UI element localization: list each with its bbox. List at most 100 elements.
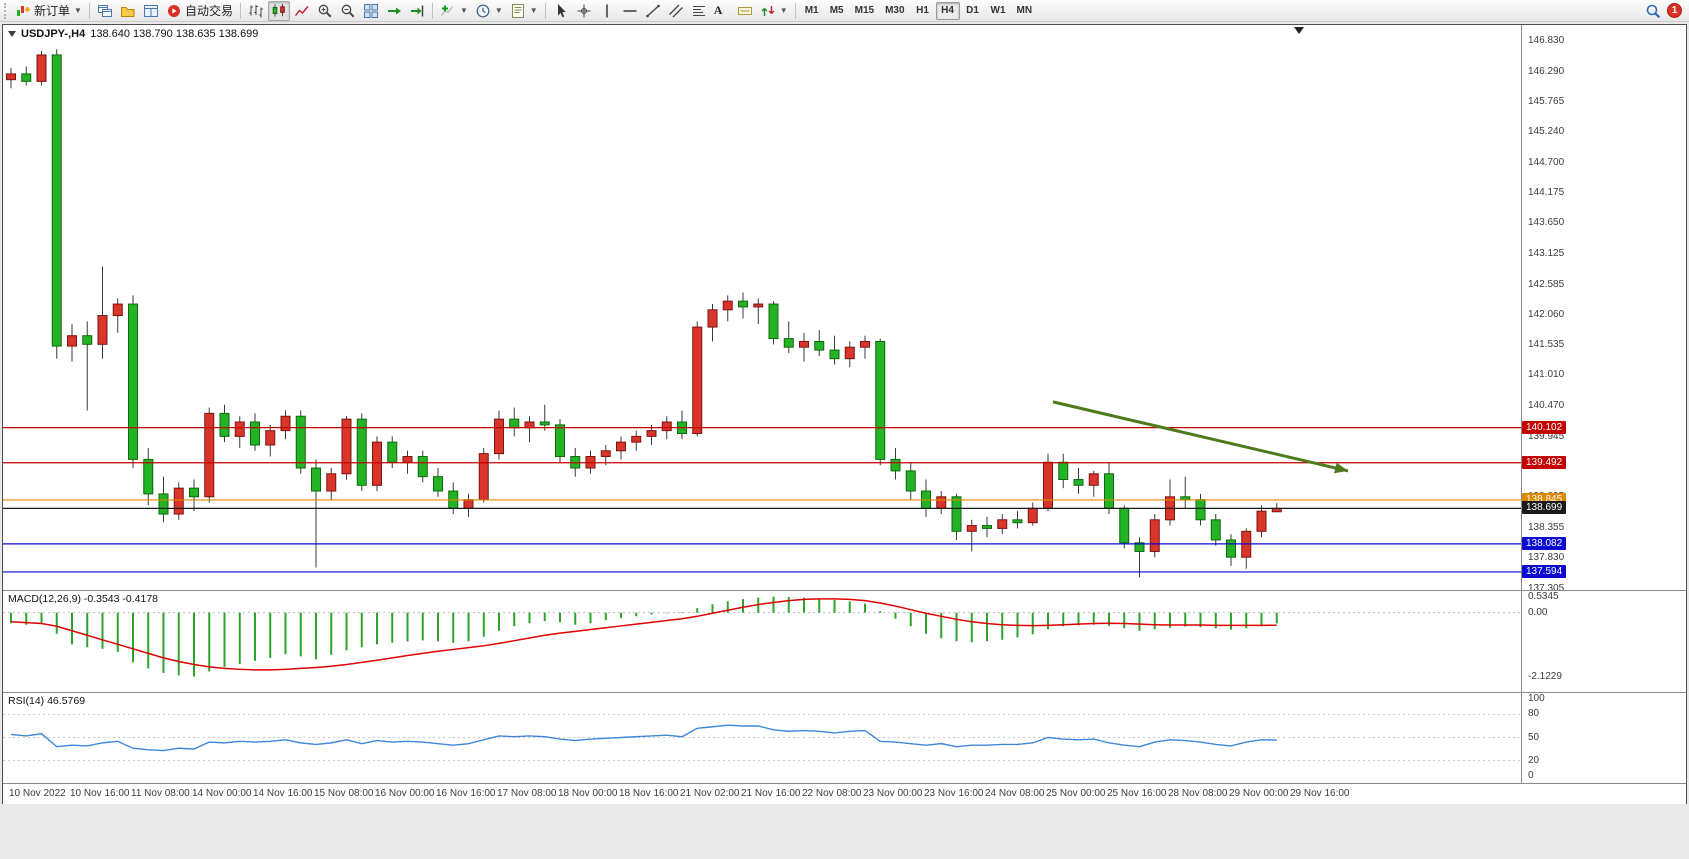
text-label-button[interactable]: [734, 1, 756, 21]
candle-bear: [509, 418, 520, 429]
date-label: 18 Nov 16:00: [619, 788, 679, 799]
chart-shift-button[interactable]: [406, 1, 428, 21]
arrows-button[interactable]: ▼: [757, 1, 791, 21]
candle-bull: [372, 441, 382, 486]
charts-button[interactable]: [94, 1, 116, 21]
zoom-out-button[interactable]: [337, 1, 359, 21]
auto-trading-button[interactable]: 自动交易: [163, 1, 236, 21]
cursor-button[interactable]: [550, 1, 572, 21]
horizontal-line-button[interactable]: [619, 1, 641, 21]
price-tick: 142.060: [1528, 308, 1565, 320]
fibonacci-button[interactable]: [688, 1, 710, 21]
rsi-tick: 0: [1528, 769, 1534, 781]
timeframe-button-h4[interactable]: H4: [935, 1, 960, 20]
text-label-icon: [737, 6, 752, 15]
template-icon: [511, 3, 524, 18]
candle-bull: [280, 415, 291, 432]
price-level-label-current-bid: 138.699: [1522, 501, 1567, 515]
tile-windows-button[interactable]: [360, 1, 382, 21]
terminal-icon: [143, 4, 158, 17]
price-tick: 141.535: [1528, 339, 1565, 351]
text-button[interactable]: A: [711, 1, 733, 21]
timeframe-button-mn[interactable]: MN: [1012, 2, 1038, 20]
timeframe-button-m30[interactable]: M30: [880, 2, 909, 20]
candle-bear: [51, 54, 62, 347]
clock-icon: [476, 4, 490, 17]
rsi-scale[interactable]: 100 80 50 20 0: [1522, 693, 1686, 783]
search-button[interactable]: [1642, 1, 1664, 21]
candlestick-chart-button[interactable]: [267, 0, 290, 21]
price-tick: 137.830: [1528, 552, 1565, 564]
candle-bear: [433, 476, 443, 492]
candle-bear: [1073, 479, 1084, 486]
timeframe-button-h1[interactable]: H1: [911, 2, 935, 20]
price-scale[interactable]: 146.830 146.290 145.765 145.240 144.700 144.1…: [1522, 25, 1686, 590]
candle-bull: [173, 487, 184, 515]
periods-button[interactable]: ▼: [472, 1, 506, 21]
line-chart-button[interactable]: [291, 1, 313, 21]
timeframe-button-w1[interactable]: W1: [986, 2, 1011, 20]
candle-bull: [1088, 473, 1099, 486]
macd-scale[interactable]: 0.5345 0.00 -2.1229: [1522, 591, 1686, 692]
search-icon: [1646, 4, 1661, 18]
price-scale-border: [1521, 25, 1522, 783]
ohlc-bars-icon: [249, 4, 263, 17]
date-label: 14 Nov 00:00: [192, 788, 252, 799]
one-click-trading-toggle[interactable]: [8, 31, 16, 37]
timeframe-button-m1[interactable]: M1: [800, 2, 824, 20]
crosshair-button[interactable]: [573, 1, 595, 21]
rsi-canvas[interactable]: [3, 693, 1521, 782]
rsi-tick: 50: [1528, 731, 1540, 743]
terminal-button[interactable]: [140, 1, 162, 21]
date-label: 25 Nov 00:00: [1046, 788, 1106, 799]
new-order-button[interactable]: 新订单 ▼: [12, 1, 85, 21]
date-label: 29 Nov 16:00: [1290, 788, 1350, 799]
date-label: 24 Nov 08:00: [985, 788, 1045, 799]
candlestick-icon: [272, 3, 285, 16]
timeframe-button-m5[interactable]: M5: [825, 2, 849, 20]
candle-bear: [1058, 461, 1069, 481]
auto-scroll-icon: [387, 7, 401, 14]
rsi-tick: 100: [1528, 693, 1545, 705]
macd-tick: 0.00: [1528, 606, 1548, 618]
macd-canvas[interactable]: [3, 591, 1521, 691]
timeframe-button-d1[interactable]: D1: [961, 2, 985, 20]
price-tick: 141.010: [1528, 369, 1565, 381]
candle-bull: [966, 525, 977, 532]
price-tick: 138.355: [1528, 522, 1565, 534]
timeframe-button-m15[interactable]: M15: [850, 2, 879, 20]
date-axis[interactable]: 10 Nov 2022 10 Nov 16:00 11 Nov 08:00 14 No…: [3, 783, 1686, 804]
candle-bear: [555, 424, 565, 458]
bar-chart-button[interactable]: [245, 1, 267, 21]
templates-button[interactable]: ▼: [507, 1, 541, 21]
candle-bull: [402, 456, 413, 463]
auto-scroll-button[interactable]: [383, 1, 405, 21]
chart-shift-marker[interactable]: [1294, 27, 1304, 34]
candle-bull: [1027, 507, 1038, 524]
vertical-line-button[interactable]: [596, 1, 618, 21]
candle-bear: [356, 418, 367, 486]
profiles-button[interactable]: [117, 1, 139, 21]
candle-bull: [860, 340, 870, 348]
main-chart-canvas[interactable]: [3, 25, 1521, 590]
candle-bear: [128, 303, 138, 460]
toolbar-separator: [544, 2, 546, 19]
equidistant-channel-button[interactable]: [665, 1, 687, 21]
date-label: 16 Nov 00:00: [375, 788, 435, 799]
charts-cascade-icon: [97, 4, 112, 17]
candle-bull: [616, 441, 626, 452]
candle-bull: [1149, 519, 1160, 552]
candle-bear: [905, 470, 916, 492]
zoom-out-icon: [341, 4, 355, 17]
notifications-badge[interactable]: 1: [1667, 3, 1682, 18]
candle-bull: [646, 430, 657, 437]
trendline-button[interactable]: [642, 1, 664, 21]
chevron-down-icon: ▼: [779, 5, 788, 15]
zoom-in-button[interactable]: [314, 1, 336, 21]
indicators-button[interactable]: ▼: [437, 1, 471, 21]
price-tick: 139.945: [1528, 430, 1565, 442]
candle-bear: [814, 340, 825, 351]
toolbar-grip[interactable]: [4, 2, 8, 19]
candle-bear: [82, 335, 93, 345]
price-level-label-support-lower: 137.594: [1522, 564, 1567, 578]
